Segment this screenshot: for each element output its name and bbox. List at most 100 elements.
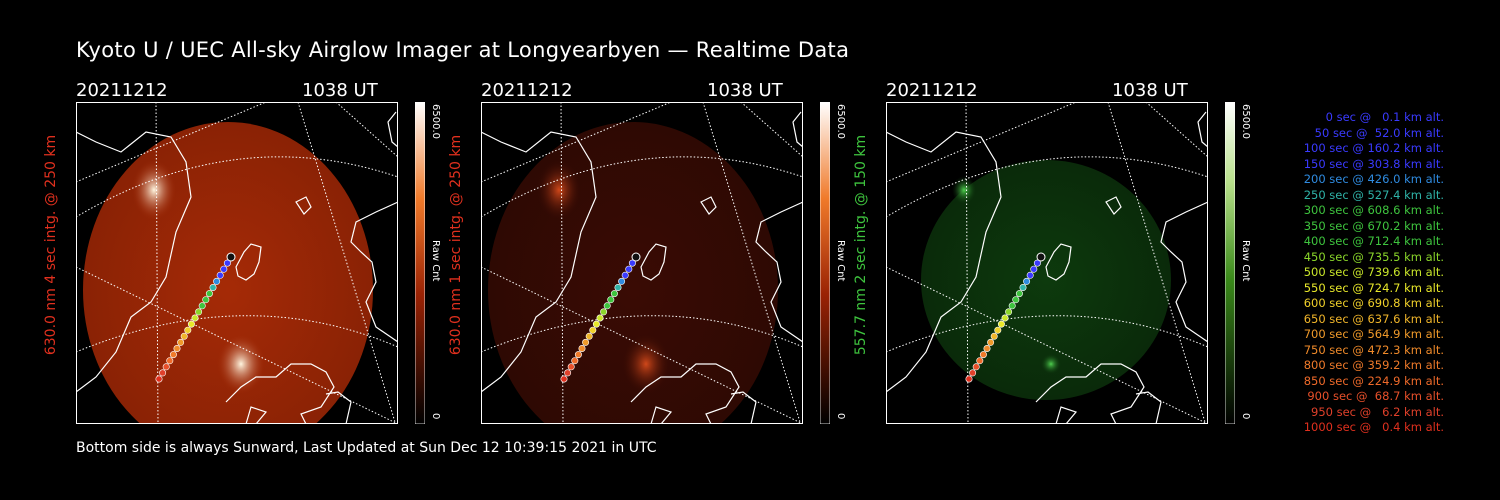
trajectory-point <box>625 265 633 273</box>
trajectory-point <box>628 259 636 267</box>
trajectory-point <box>209 284 217 292</box>
allsky-image <box>921 160 1171 400</box>
trajectory-point <box>578 345 586 353</box>
colorbar-max: 6500.0 <box>430 104 441 139</box>
trajectory-point <box>159 369 167 377</box>
trajectory-point <box>564 369 572 377</box>
panel-time: 1038 UT <box>1112 80 1188 101</box>
colorbar-min: 0 <box>835 413 846 420</box>
trajectory-point <box>607 296 615 304</box>
trajectory-legend: 0 sec @ 0.1 km alt. 50 sec @ 52.0 km alt.… <box>1262 110 1444 436</box>
legend-entry: 100 sec @ 160.2 km alt. <box>1303 141 1444 155</box>
trajectory-point <box>223 259 231 267</box>
trajectory-point <box>997 320 1005 328</box>
trajectory-point <box>574 351 582 359</box>
trajectory-point <box>990 332 998 340</box>
legend-entry: 50 sec @ 52.0 km alt. <box>1314 125 1444 140</box>
trajectory-point <box>195 308 203 316</box>
trajectory-point <box>180 332 188 340</box>
trajectory-point <box>187 320 195 328</box>
allsky-image-map <box>886 102 1208 424</box>
trajectory-point <box>213 277 221 285</box>
legend-entry: 750 sec @ 472.3 km alt. <box>1303 342 1444 357</box>
trajectory-point <box>1015 290 1023 298</box>
map-frame <box>886 102 1208 424</box>
legend-entry: 800 sec @ 359.2 km alt. <box>1303 358 1444 372</box>
colorbar-min: 0 <box>430 413 441 420</box>
panel-time: 1038 UT <box>707 80 783 101</box>
legend-entry: 400 sec @ 712.4 km alt. <box>1303 234 1444 248</box>
legend-entry: 450 sec @ 735.5 km alt. <box>1303 249 1444 264</box>
legend-entry: 650 sec @ 637.6 km alt. <box>1303 311 1444 326</box>
panel-time: 1038 UT <box>302 80 378 101</box>
trajectory-point <box>1008 302 1016 310</box>
legend-entry: 350 sec @ 670.2 km alt. <box>1303 218 1444 233</box>
trajectory-point <box>1005 308 1013 316</box>
trajectory-point <box>191 314 199 322</box>
map-frame <box>76 102 398 424</box>
coastline <box>76 111 398 424</box>
page-title: Kyoto U / UEC All-sky Airglow Imager at … <box>76 38 850 62</box>
legend-entry: 150 sec @ 303.8 km alt. <box>1303 156 1444 171</box>
allsky-image-map <box>76 102 398 424</box>
colorbar <box>820 102 830 424</box>
trajectory-point <box>1023 277 1031 285</box>
legend-entry: 900 sec @ 68.7 km alt. <box>1307 389 1444 403</box>
panel-date: 20211212 <box>481 80 573 101</box>
trajectory-point <box>582 338 590 346</box>
trajectory-point <box>987 338 995 346</box>
trajectory-point <box>1030 265 1038 273</box>
legend-entry: 550 sec @ 724.7 km alt. <box>1303 280 1444 295</box>
panel-wavelength-label: 630.0 nm 4 sec intg. @ 250 km <box>43 134 59 356</box>
legend-entry: 850 sec @ 224.9 km alt. <box>1303 373 1444 388</box>
coastline <box>481 111 803 424</box>
trajectory-point <box>603 302 611 310</box>
trajectory-point <box>1019 284 1027 292</box>
legend-entry: 950 sec @ 6.2 km alt. <box>1311 404 1444 419</box>
trajectory-point <box>1012 296 1020 304</box>
colorbar-max: 6500.0 <box>835 104 846 139</box>
allsky-image-map <box>481 102 803 424</box>
trajectory-point <box>592 320 600 328</box>
trajectory-point <box>220 265 228 273</box>
trajectory-point <box>585 332 593 340</box>
panel-date: 20211212 <box>76 80 168 101</box>
legend-entry: 700 sec @ 564.9 km alt. <box>1303 327 1444 341</box>
trajectory-point <box>202 296 210 304</box>
trajectory-point <box>177 338 185 346</box>
trajectory-point <box>216 271 224 279</box>
trajectory-point <box>983 345 991 353</box>
lat-lon-grid <box>76 102 398 424</box>
trajectory-point <box>560 375 568 383</box>
colorbar-unit: Raw Cnt <box>835 240 846 282</box>
legend-entry: 600 sec @ 690.8 km alt. <box>1303 296 1444 310</box>
legend-entry: 200 sec @ 426.0 km alt. <box>1303 172 1444 186</box>
trajectory-point <box>173 345 181 353</box>
trajectory-point <box>610 290 618 298</box>
trajectory-point <box>571 357 579 365</box>
trajectory-point <box>1001 314 1009 322</box>
rocket-trajectory <box>560 252 641 383</box>
legend-entry: 250 sec @ 527.4 km alt. <box>1303 187 1444 202</box>
legend-entry: 500 sec @ 739.6 km alt. <box>1303 265 1444 279</box>
lat-lon-grid <box>886 102 1208 424</box>
colorbar-max: 6500.0 <box>1240 104 1251 139</box>
trajectory-point <box>600 308 608 316</box>
trajectory-point <box>166 357 174 365</box>
lat-lon-grid <box>481 102 803 424</box>
coastline <box>886 111 1208 424</box>
trajectory-point <box>198 302 206 310</box>
trajectory-point <box>184 326 192 334</box>
map-frame <box>481 102 803 424</box>
colorbar-unit: Raw Cnt <box>430 240 441 282</box>
rocket-trajectory <box>965 252 1046 383</box>
panel-date: 20211212 <box>886 80 978 101</box>
airglow-panel-630-4s: 20211212 1038 UT 630.0 nm 4 sec intg. @ 25… <box>43 80 496 430</box>
colorbar-min: 0 <box>1240 413 1251 420</box>
trajectory-point <box>1033 259 1041 267</box>
trajectory-point <box>965 375 973 383</box>
legend-entry: 300 sec @ 608.6 km alt. <box>1303 203 1444 217</box>
panel-wavelength-label: 630.0 nm 1 sec intg. @ 250 km <box>448 134 464 356</box>
trajectory-point <box>621 271 629 279</box>
trajectory-point <box>155 375 163 383</box>
